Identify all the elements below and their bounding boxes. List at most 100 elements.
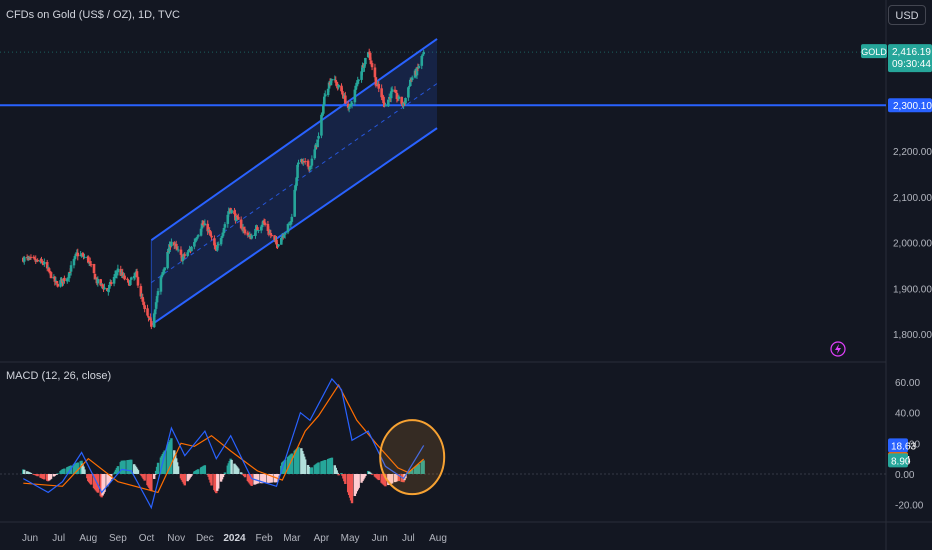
candle-body[interactable] — [175, 246, 179, 249]
candle-body[interactable] — [366, 52, 370, 58]
candle-body[interactable] — [163, 267, 167, 271]
candle-body[interactable] — [203, 223, 207, 226]
candle-body[interactable] — [40, 259, 43, 262]
candle-body[interactable] — [26, 257, 30, 259]
candle-body[interactable] — [135, 271, 139, 278]
candle-body[interactable] — [220, 235, 224, 238]
candle-body[interactable] — [289, 221, 293, 224]
candle-body[interactable] — [223, 224, 227, 228]
candle-body[interactable] — [303, 161, 307, 163]
candle-body[interactable] — [59, 280, 62, 287]
candle-body[interactable] — [373, 67, 377, 78]
candle-body[interactable] — [257, 230, 260, 232]
channel-upper-line[interactable] — [150, 38, 438, 242]
candle-body[interactable] — [333, 79, 337, 81]
candle-body[interactable] — [92, 263, 96, 274]
candle-body[interactable] — [327, 82, 331, 89]
candle-body[interactable] — [374, 77, 378, 86]
candle-body[interactable] — [348, 104, 352, 107]
candle-body[interactable] — [313, 149, 317, 159]
candle-body[interactable] — [341, 91, 344, 95]
candle-body[interactable] — [400, 96, 403, 104]
candle-body[interactable] — [222, 227, 226, 233]
candle-body[interactable] — [86, 256, 90, 263]
candle-body[interactable] — [420, 55, 424, 66]
candle-body[interactable] — [316, 139, 319, 148]
candle-body[interactable] — [326, 88, 330, 95]
candle-body[interactable] — [408, 79, 412, 87]
candle-body[interactable] — [32, 256, 36, 259]
candle-body[interactable] — [96, 279, 100, 284]
candle-body[interactable] — [213, 238, 216, 246]
candle-body[interactable] — [369, 60, 373, 64]
candle-body[interactable] — [216, 243, 220, 246]
candle-body[interactable] — [314, 144, 317, 150]
candle-body[interactable] — [101, 284, 104, 287]
candle-body[interactable] — [161, 272, 165, 276]
candle-body[interactable] — [320, 114, 323, 136]
candle-body[interactable] — [296, 164, 299, 179]
candle-body[interactable] — [309, 165, 313, 168]
candle-body[interactable] — [275, 239, 278, 245]
candle-body[interactable] — [112, 277, 116, 284]
candle-body[interactable] — [55, 281, 59, 283]
macd-signal-line[interactable] — [23, 383, 425, 494]
candle-body[interactable] — [142, 302, 146, 306]
candle-body[interactable] — [80, 255, 83, 257]
candle-body[interactable] — [159, 277, 163, 292]
candle-body[interactable] — [116, 268, 120, 273]
candle-body[interactable] — [233, 210, 236, 215]
candle-body[interactable] — [422, 52, 425, 55]
candle-body[interactable] — [269, 233, 273, 236]
candle-body[interactable] — [219, 238, 223, 245]
candle-body[interactable] — [356, 80, 360, 84]
candle-body[interactable] — [355, 82, 359, 86]
candle-body[interactable] — [322, 104, 325, 114]
candle-body[interactable] — [108, 285, 111, 289]
candle-body[interactable] — [29, 256, 33, 258]
candle-body[interactable] — [415, 67, 419, 76]
candle-body[interactable] — [390, 89, 394, 92]
candle-body[interactable] — [360, 71, 363, 80]
candle-body[interactable] — [179, 249, 183, 255]
candle-body[interactable] — [363, 64, 366, 68]
candle-body[interactable] — [354, 85, 358, 90]
flash-icon[interactable] — [830, 341, 846, 357]
candle-body[interactable] — [321, 113, 324, 116]
candle-body[interactable] — [394, 91, 398, 94]
candle-body[interactable] — [254, 228, 257, 236]
candle-body[interactable] — [186, 252, 189, 256]
candle-body[interactable] — [150, 320, 153, 327]
candle-body[interactable] — [187, 250, 190, 252]
candle-body[interactable] — [282, 234, 286, 238]
candle-body[interactable] — [181, 256, 185, 261]
candle-body[interactable] — [72, 259, 76, 266]
candle-body[interactable] — [126, 278, 129, 280]
candle-body[interactable] — [417, 66, 421, 68]
candle-body[interactable] — [323, 94, 327, 97]
candle-body[interactable] — [277, 244, 280, 247]
candle-body[interactable] — [194, 238, 198, 241]
candle-body[interactable] — [103, 287, 106, 290]
candle-body[interactable] — [242, 227, 246, 230]
candle-body[interactable] — [382, 96, 385, 104]
candle-body[interactable] — [290, 216, 294, 222]
candle-body[interactable] — [246, 232, 250, 236]
candle-body[interactable] — [160, 274, 164, 278]
candle-body[interactable] — [330, 79, 334, 81]
candle-body[interactable] — [201, 222, 205, 226]
candle-body[interactable] — [259, 226, 263, 231]
candle-body[interactable] — [297, 162, 300, 165]
candle-body[interactable] — [402, 102, 405, 106]
candle-body[interactable] — [82, 255, 85, 258]
candle-body[interactable] — [267, 230, 271, 234]
candle-body[interactable] — [27, 258, 31, 260]
candle-body[interactable] — [310, 158, 314, 166]
candle-body[interactable] — [239, 219, 243, 229]
candle-body[interactable] — [43, 262, 46, 265]
candle-body[interactable] — [65, 278, 69, 282]
candle-body[interactable] — [47, 268, 51, 272]
candle-body[interactable] — [33, 258, 37, 260]
macd-indicator-title[interactable]: MACD (12, 26, close) — [6, 370, 112, 382]
candle-body[interactable] — [383, 102, 386, 106]
